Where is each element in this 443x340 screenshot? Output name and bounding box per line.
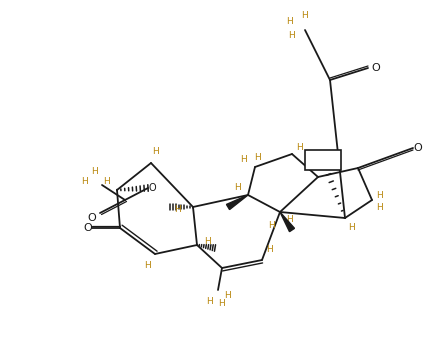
FancyBboxPatch shape bbox=[305, 150, 341, 170]
Text: H: H bbox=[287, 17, 293, 27]
Text: H: H bbox=[144, 261, 152, 271]
Polygon shape bbox=[280, 212, 295, 232]
Text: H: H bbox=[225, 290, 231, 300]
Text: H: H bbox=[104, 177, 110, 187]
Polygon shape bbox=[226, 195, 248, 209]
Text: H: H bbox=[206, 298, 214, 306]
Text: Acs: Acs bbox=[315, 155, 331, 165]
Text: H: H bbox=[268, 221, 276, 230]
Text: H: H bbox=[175, 205, 181, 215]
Text: O: O bbox=[372, 63, 381, 73]
Text: O: O bbox=[413, 143, 422, 153]
Text: H: H bbox=[205, 238, 211, 246]
Text: H: H bbox=[153, 148, 159, 156]
Text: H: H bbox=[302, 11, 308, 19]
Text: H: H bbox=[307, 164, 313, 172]
Text: O: O bbox=[148, 183, 156, 193]
Text: H: H bbox=[235, 183, 241, 191]
Text: H: H bbox=[287, 216, 293, 224]
Text: H: H bbox=[219, 300, 225, 308]
Text: H: H bbox=[377, 190, 383, 200]
Text: H: H bbox=[289, 31, 295, 39]
Text: H: H bbox=[297, 143, 303, 153]
Text: H: H bbox=[349, 223, 355, 233]
Text: H: H bbox=[82, 177, 88, 187]
Text: H: H bbox=[267, 245, 273, 255]
Text: H: H bbox=[377, 204, 383, 212]
Text: H: H bbox=[255, 153, 261, 163]
Text: H: H bbox=[92, 168, 98, 176]
Text: H: H bbox=[241, 155, 247, 165]
Text: O: O bbox=[88, 213, 97, 223]
Text: O: O bbox=[83, 223, 92, 233]
